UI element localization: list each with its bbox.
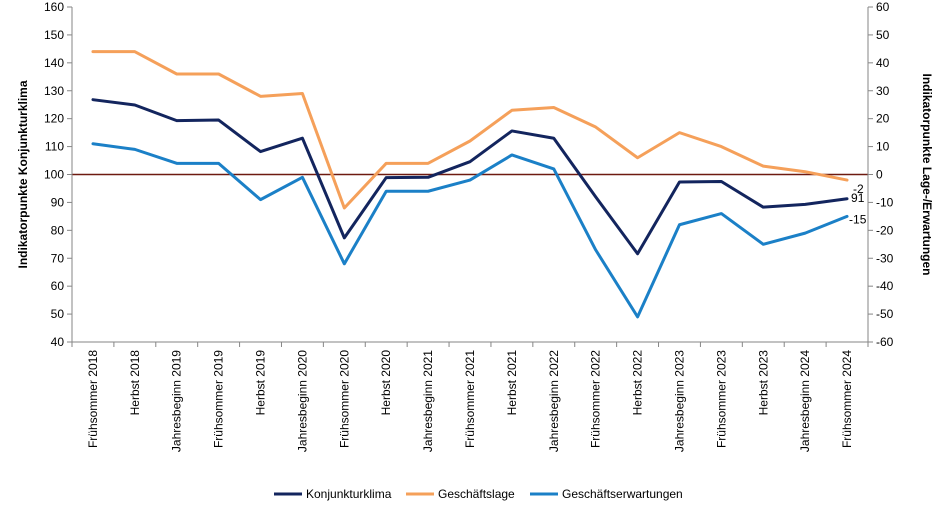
right-tick-label: -10 xyxy=(876,195,894,209)
right-tick-label: -50 xyxy=(876,307,894,321)
left-tick-label: 80 xyxy=(51,223,65,237)
left-axis-title: Indikatorpunkte Konjunkturklima xyxy=(16,80,30,268)
axis-labels: 405060708090100110120130140150160-60-50-… xyxy=(16,0,934,452)
x-tick-label: Herbst 2018 xyxy=(128,350,142,416)
end-data-label: -15 xyxy=(849,212,867,226)
x-tick-label: Jahresbeginn 2023 xyxy=(672,350,686,452)
left-tick-label: 120 xyxy=(44,112,64,126)
left-tick-label: 60 xyxy=(51,279,65,293)
right-tick-label: -30 xyxy=(876,251,894,265)
legend-label: Geschäftserwartungen xyxy=(562,487,683,501)
left-tick-label: 90 xyxy=(51,195,65,209)
x-tick-label: Jahresbeginn 2024 xyxy=(798,350,812,452)
x-tick-label: Frühsommer 2021 xyxy=(463,350,477,448)
left-tick-label: 100 xyxy=(44,168,64,182)
left-tick-label: 160 xyxy=(44,0,64,14)
right-tick-label: 60 xyxy=(876,0,890,14)
x-tick-label: Frühsommer 2018 xyxy=(86,350,100,448)
left-tick-label: 50 xyxy=(51,307,65,321)
axes xyxy=(67,6,873,347)
right-tick-label: 20 xyxy=(876,112,890,126)
x-tick-label: Jahresbeginn 2019 xyxy=(170,350,184,452)
right-tick-label: 10 xyxy=(876,140,890,154)
series-line-gesch-ftserwartungen xyxy=(91,142,849,319)
left-tick-label: 70 xyxy=(51,251,65,265)
x-tick-label: Herbst 2019 xyxy=(254,350,268,416)
right-tick-label: 30 xyxy=(876,84,890,98)
legend-label: Geschäftslage xyxy=(438,487,515,501)
series-lines xyxy=(91,50,849,319)
legend: Konjunkturklima Geschäftslage Geschäftserw… xyxy=(274,487,683,501)
x-tick-label: Jahresbeginn 2021 xyxy=(421,350,435,452)
x-tick-label: Frühsommer 2022 xyxy=(589,350,603,448)
x-tick-label: Herbst 2021 xyxy=(505,350,519,416)
x-tick-label: Herbst 2020 xyxy=(379,350,393,416)
x-tick-label: Jahresbeginn 2020 xyxy=(295,350,309,452)
right-tick-label: 50 xyxy=(876,28,890,42)
left-tick-label: 150 xyxy=(44,28,64,42)
right-tick-label: 40 xyxy=(876,56,890,70)
left-tick-label: 40 xyxy=(51,335,65,349)
right-tick-label: -20 xyxy=(876,223,894,237)
x-tick-label: Frühsommer 2023 xyxy=(714,350,728,448)
left-tick-label: 140 xyxy=(44,56,64,70)
left-tick-label: 130 xyxy=(44,84,64,98)
right-tick-label: -60 xyxy=(876,335,894,349)
x-tick-label: Herbst 2022 xyxy=(631,350,645,416)
right-axis-title: Indikatorpunkte Lage-/Erwartungen xyxy=(920,73,934,275)
x-tick-label: Jahresbeginn 2022 xyxy=(547,350,561,452)
x-tick-label: Frühsommer 2020 xyxy=(337,350,351,448)
end-data-label: 91 xyxy=(851,191,865,205)
series-line-gesch-ftslage xyxy=(91,50,849,210)
right-tick-label: -40 xyxy=(876,279,894,293)
x-tick-label: Frühsommer 2024 xyxy=(840,350,854,448)
left-tick-label: 110 xyxy=(45,140,64,154)
x-tick-label: Herbst 2023 xyxy=(756,350,770,416)
right-tick-label: 0 xyxy=(876,168,883,182)
legend-label: Konjunkturklima xyxy=(306,487,392,501)
x-tick-label: Frühsommer 2019 xyxy=(212,350,226,448)
series-line-konjunkturklima xyxy=(91,98,849,256)
end-data-label: -2 xyxy=(853,182,864,196)
